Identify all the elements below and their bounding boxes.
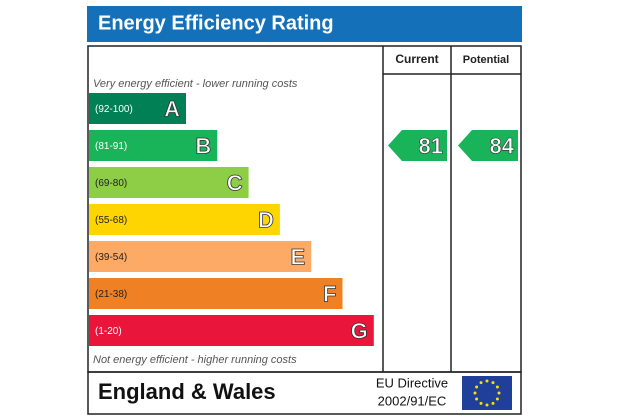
eu-star xyxy=(485,403,489,407)
band-range: (39-54) xyxy=(95,252,127,263)
title: Energy Efficiency Rating xyxy=(98,12,334,34)
eu-star xyxy=(491,401,495,405)
band-bar xyxy=(89,204,280,235)
footer-frame xyxy=(87,371,522,415)
band-bar xyxy=(89,278,343,309)
rating-value: 84 xyxy=(490,133,515,158)
band-range: (92-100) xyxy=(95,104,133,115)
footer-region: England & Wales xyxy=(98,379,276,404)
title-bar xyxy=(87,6,522,42)
band-bar xyxy=(89,315,374,346)
footer-directive: 2002/91/EC xyxy=(378,393,447,408)
band-bar xyxy=(89,241,312,272)
band-letter: A xyxy=(164,96,180,121)
eu-star xyxy=(475,385,479,389)
eu-star xyxy=(475,397,479,401)
band-letter: B xyxy=(195,133,211,158)
band-range: (1-20) xyxy=(95,326,122,337)
bottom-note: Not energy efficient - higher running co… xyxy=(93,354,297,366)
eu-star xyxy=(473,391,477,395)
band-range: (81-91) xyxy=(95,141,127,152)
rating-arrow xyxy=(458,130,518,161)
footer-directive: EU Directive xyxy=(376,375,448,390)
top-note: Very energy efficient - lower running co… xyxy=(93,78,298,90)
band-range: (69-80) xyxy=(95,178,127,189)
band-range: (21-38) xyxy=(95,289,127,300)
rating-value: 81 xyxy=(419,133,443,158)
band-letter: D xyxy=(258,207,274,232)
band-letter: E xyxy=(291,244,306,269)
band-range: (55-68) xyxy=(95,215,127,226)
band-bar xyxy=(89,93,186,124)
eu-star xyxy=(491,381,495,385)
band-letter: C xyxy=(227,170,243,195)
column-header: Current xyxy=(395,52,438,66)
band-letter: F xyxy=(323,281,336,306)
eu-star xyxy=(495,385,499,389)
band-letter: G xyxy=(351,318,368,343)
eu-star xyxy=(485,379,489,383)
band-bar xyxy=(89,167,249,198)
eu-stars xyxy=(473,379,501,407)
rating-arrow xyxy=(388,130,447,161)
eu-star xyxy=(479,381,483,385)
eu-star xyxy=(495,397,499,401)
eu-star xyxy=(497,391,501,395)
column-header: Potential xyxy=(463,54,509,66)
band-bar xyxy=(89,130,218,161)
eu-star xyxy=(479,401,483,405)
